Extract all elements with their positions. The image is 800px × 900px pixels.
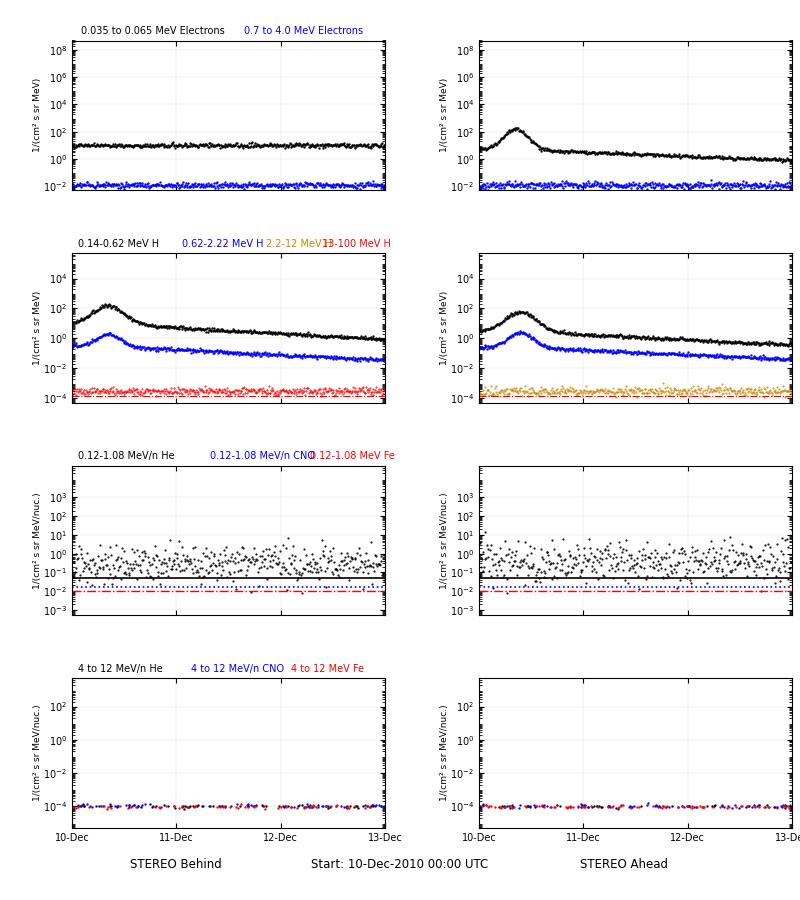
Text: 0.12-1.08 MeV/n He: 0.12-1.08 MeV/n He — [78, 451, 175, 461]
Text: Start: 10-Dec-2010 00:00 UTC: Start: 10-Dec-2010 00:00 UTC — [311, 859, 489, 871]
Text: STEREO Behind: STEREO Behind — [130, 859, 222, 871]
Text: 0.12-1.08 MeV/n CNO: 0.12-1.08 MeV/n CNO — [210, 451, 314, 461]
Y-axis label: 1/(cm² s sr MeV): 1/(cm² s sr MeV) — [33, 291, 42, 365]
Text: 2.2-12 MeV H: 2.2-12 MeV H — [266, 238, 332, 248]
Y-axis label: 1/(cm² s sr MeV/nuc.): 1/(cm² s sr MeV/nuc.) — [33, 705, 42, 802]
Y-axis label: 1/(cm² s sr MeV): 1/(cm² s sr MeV) — [440, 78, 449, 152]
Y-axis label: 1/(cm² s sr MeV): 1/(cm² s sr MeV) — [439, 291, 449, 365]
Text: 0.035 to 0.065 MeV Electrons: 0.035 to 0.065 MeV Electrons — [82, 26, 225, 36]
Text: 13-100 MeV H: 13-100 MeV H — [322, 238, 391, 248]
Text: 0.14-0.62 MeV H: 0.14-0.62 MeV H — [78, 238, 159, 248]
Text: 0.12-1.08 MeV Fe: 0.12-1.08 MeV Fe — [310, 451, 394, 461]
Text: 4 to 12 MeV Fe: 4 to 12 MeV Fe — [291, 664, 364, 674]
Text: 4 to 12 MeV/n He: 4 to 12 MeV/n He — [78, 664, 163, 674]
Y-axis label: 1/(cm² s sr MeV): 1/(cm² s sr MeV) — [33, 78, 42, 152]
Text: 4 to 12 MeV/n CNO: 4 to 12 MeV/n CNO — [191, 664, 284, 674]
Y-axis label: 1/(cm² s sr MeV/nuc.): 1/(cm² s sr MeV/nuc.) — [33, 492, 42, 589]
Text: 0.62-2.22 MeV H: 0.62-2.22 MeV H — [182, 238, 263, 248]
Y-axis label: 1/(cm² s sr MeV/nuc.): 1/(cm² s sr MeV/nuc.) — [440, 492, 449, 589]
Text: 0.7 to 4.0 MeV Electrons: 0.7 to 4.0 MeV Electrons — [244, 26, 363, 36]
Text: STEREO Ahead: STEREO Ahead — [580, 859, 668, 871]
Y-axis label: 1/(cm² s sr MeV/nuc.): 1/(cm² s sr MeV/nuc.) — [439, 705, 449, 802]
